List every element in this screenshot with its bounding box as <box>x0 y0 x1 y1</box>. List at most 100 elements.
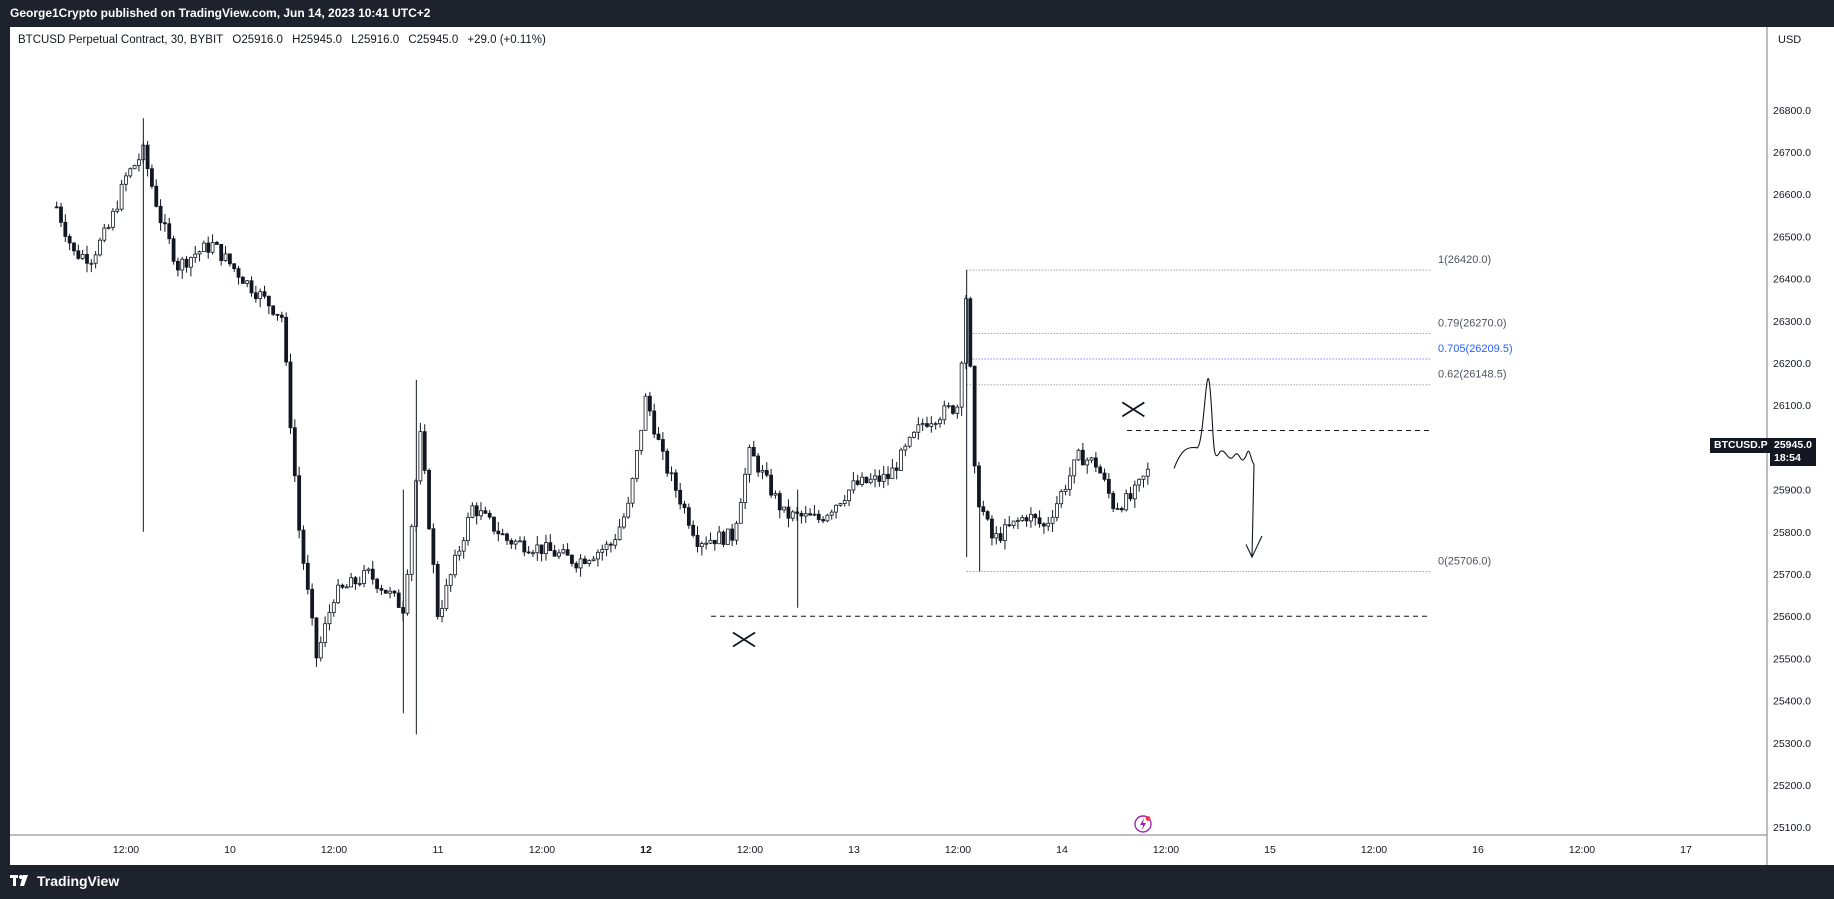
candle-body <box>314 617 319 659</box>
candle-body <box>583 558 587 564</box>
candle-body <box>1011 520 1016 526</box>
candle-body <box>799 512 804 517</box>
candle-body <box>388 590 392 594</box>
candle-body <box>526 551 531 554</box>
candle-body <box>782 506 787 511</box>
candle-body <box>470 505 475 518</box>
candle-body <box>1007 524 1012 527</box>
candle-body <box>440 608 444 617</box>
chart-pane[interactable]: 26800.0 26700.0 26600.0 26500.0 26400.0 26300… <box>10 27 1834 865</box>
candle-body <box>163 222 167 225</box>
candle-body <box>539 544 544 555</box>
legend-symbol[interactable]: BTCUSD Perpetual Contract, 30, BYBIT <box>18 34 224 46</box>
candle-body <box>864 476 869 484</box>
candle-body <box>929 423 934 427</box>
candle-body <box>431 528 436 565</box>
candle-body <box>236 268 241 278</box>
candle-body <box>656 433 661 440</box>
time-axis-label: 16 <box>1472 844 1484 856</box>
price-axis-label: 25900.0 <box>1773 485 1811 497</box>
candle-body <box>951 405 955 414</box>
candle-body <box>621 516 626 528</box>
candle-body <box>1029 513 1033 522</box>
time-axis-label: 12:00 <box>113 844 139 856</box>
candle-body <box>1102 472 1107 480</box>
candle-body <box>626 502 631 518</box>
candle-body <box>396 592 401 608</box>
time-axis-label: 10 <box>224 844 236 856</box>
candle-body <box>634 450 639 479</box>
candle-body <box>323 623 328 643</box>
candle-body <box>379 588 384 591</box>
candle-body <box>998 533 1003 541</box>
current-price-tag: 25945.0 18:54 <box>1770 438 1816 466</box>
candle-body <box>1059 491 1064 505</box>
candle-body <box>769 474 774 496</box>
tradingview-logo[interactable]: TradingView <box>10 873 119 889</box>
candle-body <box>310 588 315 619</box>
candle-body <box>829 511 834 516</box>
candle-body <box>271 305 276 315</box>
candle-body <box>734 522 739 541</box>
legend-close: C25945.0 <box>408 34 459 46</box>
candle-body <box>327 612 332 625</box>
candle-body <box>124 175 128 185</box>
candle-body <box>977 465 981 508</box>
event-flash-icon[interactable] <box>1133 814 1153 834</box>
candle-body <box>1085 459 1090 466</box>
candle-body <box>743 473 748 503</box>
candle-body <box>349 577 354 588</box>
candle-body <box>184 258 189 268</box>
candle-body <box>596 551 600 560</box>
candle-body <box>176 260 180 271</box>
candle-body <box>457 550 462 556</box>
candle-body <box>357 583 362 585</box>
bar-countdown: 18:54 <box>1774 452 1801 464</box>
candle-body <box>647 395 652 412</box>
time-axis-label: 11 <box>433 844 444 856</box>
candle-body <box>253 292 258 299</box>
candle-body <box>258 291 263 299</box>
candle-body <box>279 314 284 318</box>
candle-body <box>613 539 618 546</box>
candle-body <box>318 642 323 659</box>
candle-body <box>721 531 726 545</box>
candle-body <box>284 316 289 363</box>
time-axis-label: 12:00 <box>321 844 347 856</box>
candle-body <box>691 524 696 536</box>
candle-body <box>518 540 522 543</box>
legend-open: O25916.0 <box>232 34 283 46</box>
candle-body <box>227 253 232 265</box>
candle-body <box>461 540 466 552</box>
candle-body <box>803 513 808 517</box>
candle-body <box>1098 466 1103 474</box>
publish-header: George1Crypto published on TradingView.c… <box>0 0 1834 27</box>
chart-canvas[interactable]: 26800.0 26700.0 26600.0 26500.0 26400.0 26300… <box>10 27 1834 865</box>
candle-body <box>1119 508 1124 511</box>
candle-body <box>1076 449 1081 461</box>
candle-body <box>375 578 379 589</box>
candle-body <box>678 489 683 505</box>
time-axis-label: 12:00 <box>1361 844 1387 856</box>
candle-body <box>427 469 431 530</box>
candle-body <box>686 507 691 526</box>
tradingview-brand: TradingView <box>37 873 120 889</box>
candle-body <box>660 439 665 452</box>
candle-body <box>860 476 864 485</box>
currency-label[interactable]: USD <box>1778 34 1802 46</box>
price-axis-label: 26500.0 <box>1773 231 1811 243</box>
candle-body <box>834 504 838 513</box>
candle-body <box>630 477 635 504</box>
candle-body <box>985 511 990 520</box>
price-axis-label: 26700.0 <box>1773 147 1811 159</box>
candle-body <box>912 431 916 438</box>
symbol-price-tag: BTCUSD.P <box>1710 438 1772 453</box>
candle-body <box>1054 503 1059 518</box>
candle-body <box>167 223 172 240</box>
candle-body <box>717 531 722 545</box>
candle-body <box>570 554 574 564</box>
candle-body <box>219 244 224 261</box>
candle-body <box>938 419 942 425</box>
candle-body <box>275 313 280 316</box>
time-axis-label: 12:00 <box>1569 844 1595 856</box>
